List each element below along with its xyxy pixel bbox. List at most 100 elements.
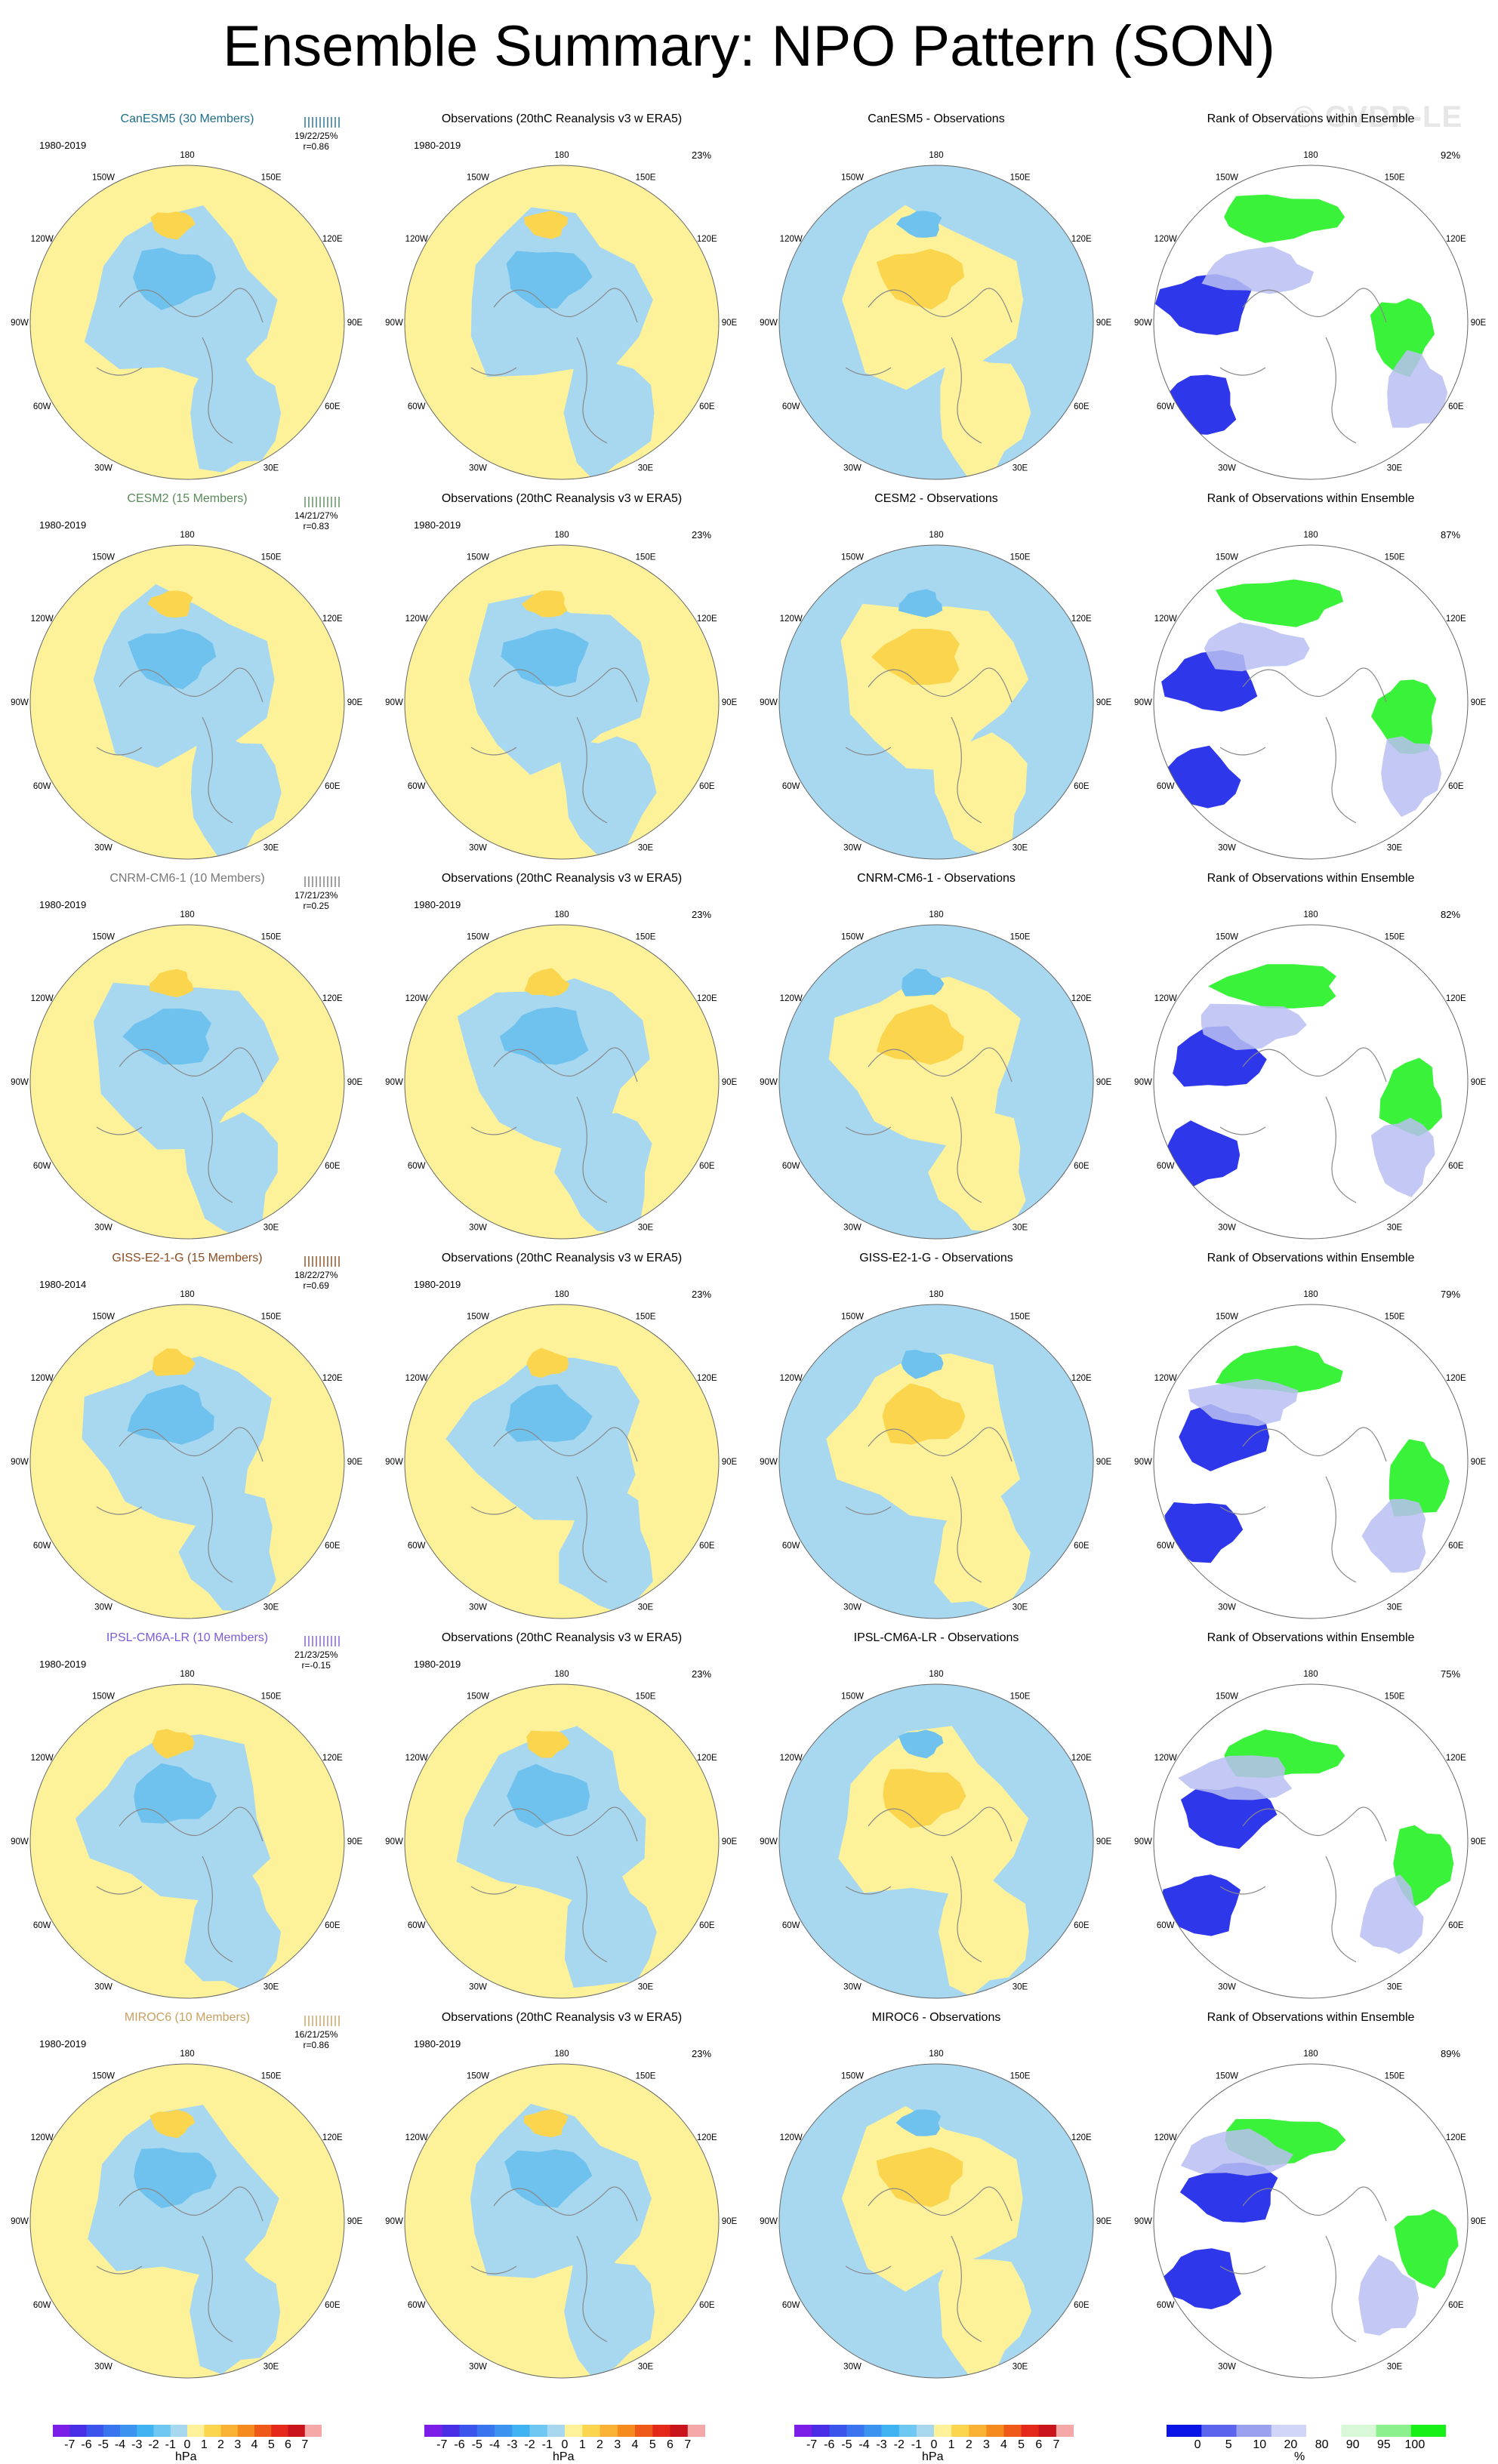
colorbar-swatch (547, 2425, 566, 2437)
map-boundary (778, 165, 1094, 480)
longitude-label: 150E (1385, 553, 1405, 562)
coastline (470, 288, 638, 444)
longitude-label: 30W (469, 1603, 487, 1612)
longitude-label: 30E (1013, 1603, 1028, 1612)
longitude-label: 60E (1448, 1921, 1464, 1930)
longitude-label: 90W (11, 319, 29, 328)
rank-region (1215, 579, 1344, 627)
longitude-label: 150W (1216, 1692, 1238, 1702)
longitude-label: 150E (1010, 933, 1031, 942)
ensemble-stats: 14/21/27% r=0.83 (294, 510, 338, 531)
longitude-label: 90W (760, 698, 778, 707)
longitude-label: 90E (347, 2217, 363, 2226)
longitude-label: 150W (467, 553, 489, 562)
colorbar-label: 2 (217, 2438, 224, 2451)
longitude-label: 120E (697, 235, 717, 244)
longitude-label: 30E (638, 2362, 654, 2371)
longitude-label: 150E (636, 174, 656, 183)
panel-title: Observations (20thC Reanalysis v3 w ERA5… (441, 1631, 683, 1644)
rank-region (1160, 1874, 1241, 1936)
anomaly-core (504, 2149, 593, 2208)
longitude-label: 30E (1387, 2362, 1403, 2371)
colorbar-label: 7 (1053, 2438, 1060, 2451)
colorbar-label: -4 (489, 2438, 501, 2451)
stats-pct: 18/22/27% (294, 1270, 338, 1280)
colorbar-label: 5 (1018, 2438, 1025, 2451)
longitude-label: 120E (1071, 2133, 1092, 2142)
colorbar-rank: 0 5 10 20 80 90 95 100% (1167, 2425, 1447, 2463)
longitude-label: 30E (638, 843, 654, 852)
rank-region (1180, 1786, 1278, 1850)
panel-title: Rank of Observations within Ensemble (1207, 112, 1415, 125)
longitude-label: 150E (636, 933, 656, 942)
longitude-label: 180 (180, 910, 194, 919)
coastline (96, 2186, 264, 2342)
colorbar-swatch (565, 2425, 583, 2437)
longitude-label: 30W (843, 464, 862, 473)
colorbar-label: 3 (982, 2438, 990, 2451)
longitude-label: 90W (385, 2217, 403, 2226)
colorbar-label: -2 (893, 2438, 905, 2451)
colorbar-swatch (687, 2425, 706, 2437)
polar-map: 180150E120E90E60E30E030W60W90W120W150W (1134, 1290, 1487, 1619)
colorbar-swatch (424, 2425, 442, 2437)
longitude-label: 90E (347, 698, 363, 707)
polar-map: 180150E120E90E60E30E030W60W90W120W150W (11, 910, 363, 1240)
longitude-label: 120E (1446, 1374, 1466, 1383)
longitude-label: 30W (469, 464, 487, 473)
colorbar-label: 0 (183, 2438, 191, 2451)
longitude-label: 60W (408, 782, 426, 791)
coastline (96, 1427, 264, 1583)
longitude-label: 60W (33, 782, 51, 791)
colorbar-swatch (288, 2425, 306, 2437)
colorbar-swatch (442, 2425, 461, 2437)
longitude-label: 120W (31, 614, 54, 624)
rank-panel: 180150E120E90E60E30E030W60W90W120W150WRa… (1124, 861, 1498, 1243)
colorbar-swatch (69, 2425, 88, 2437)
colorbar-label: -5 (97, 2438, 109, 2451)
map-boundary (404, 544, 720, 860)
polar-map: 180150E120E90E60E30E030W60W90W120W150W (760, 151, 1112, 480)
longitude-label: 150W (467, 1692, 489, 1702)
colorbar-swatches (1167, 2425, 1447, 2437)
rank-region (1387, 350, 1448, 428)
longitude-label: 180 (554, 2050, 569, 2059)
map-boundary (1153, 1683, 1469, 1999)
longitude-label: 30E (1387, 1982, 1403, 1991)
member-spread-marks (304, 1636, 340, 1646)
colorbar-swatch (153, 2425, 171, 2437)
panel-title: Rank of Observations within Ensemble (1207, 1252, 1415, 1264)
variance-pct: 23% (692, 1668, 712, 1680)
anomaly-core (505, 1384, 593, 1443)
stats-pct: 14/21/27% (294, 510, 338, 521)
longitude-label: 120E (697, 994, 717, 1003)
longitude-label: 120W (780, 614, 803, 624)
longitude-label: 60E (325, 1542, 341, 1551)
longitude-label: 60E (1074, 782, 1090, 791)
longitude-label: 180 (180, 151, 194, 160)
longitude-label: 60W (782, 2301, 800, 2310)
longitude-label: 150W (841, 1692, 864, 1702)
longitude-label: 150W (1216, 933, 1238, 942)
longitude-label: 120W (780, 2133, 803, 2142)
longitude-label: 60W (782, 402, 800, 411)
polar-map: 180150E120E90E60E30E030W60W90W120W150W (385, 151, 738, 480)
period-label: 1980-2019 (414, 519, 461, 531)
anomaly-core (898, 589, 943, 618)
longitude-label: 150E (636, 553, 656, 562)
period-label: 1980-2019 (39, 140, 87, 151)
longitude-label: 90E (722, 1837, 738, 1846)
rank-region (1371, 679, 1437, 754)
longitude-label: 120W (405, 1754, 428, 1763)
panel-title: Observations (20thC Reanalysis v3 w ERA5… (441, 492, 683, 505)
longitude-label: 30W (843, 1982, 862, 1991)
longitude-label: 180 (554, 1670, 569, 1679)
diff-panel: 180150E120E90E60E30E030W60W90W120W150WCa… (749, 102, 1124, 483)
colorbar-swatch (829, 2425, 847, 2437)
longitude-label: 90W (1134, 698, 1152, 707)
map-boundary (1153, 544, 1469, 860)
panel-title: MIROC6 - Observations (871, 2011, 1001, 2024)
longitude-label: 30W (94, 1223, 113, 1232)
rank-pct: 75% (1441, 1668, 1461, 1680)
variance-pct: 23% (692, 1289, 712, 1300)
